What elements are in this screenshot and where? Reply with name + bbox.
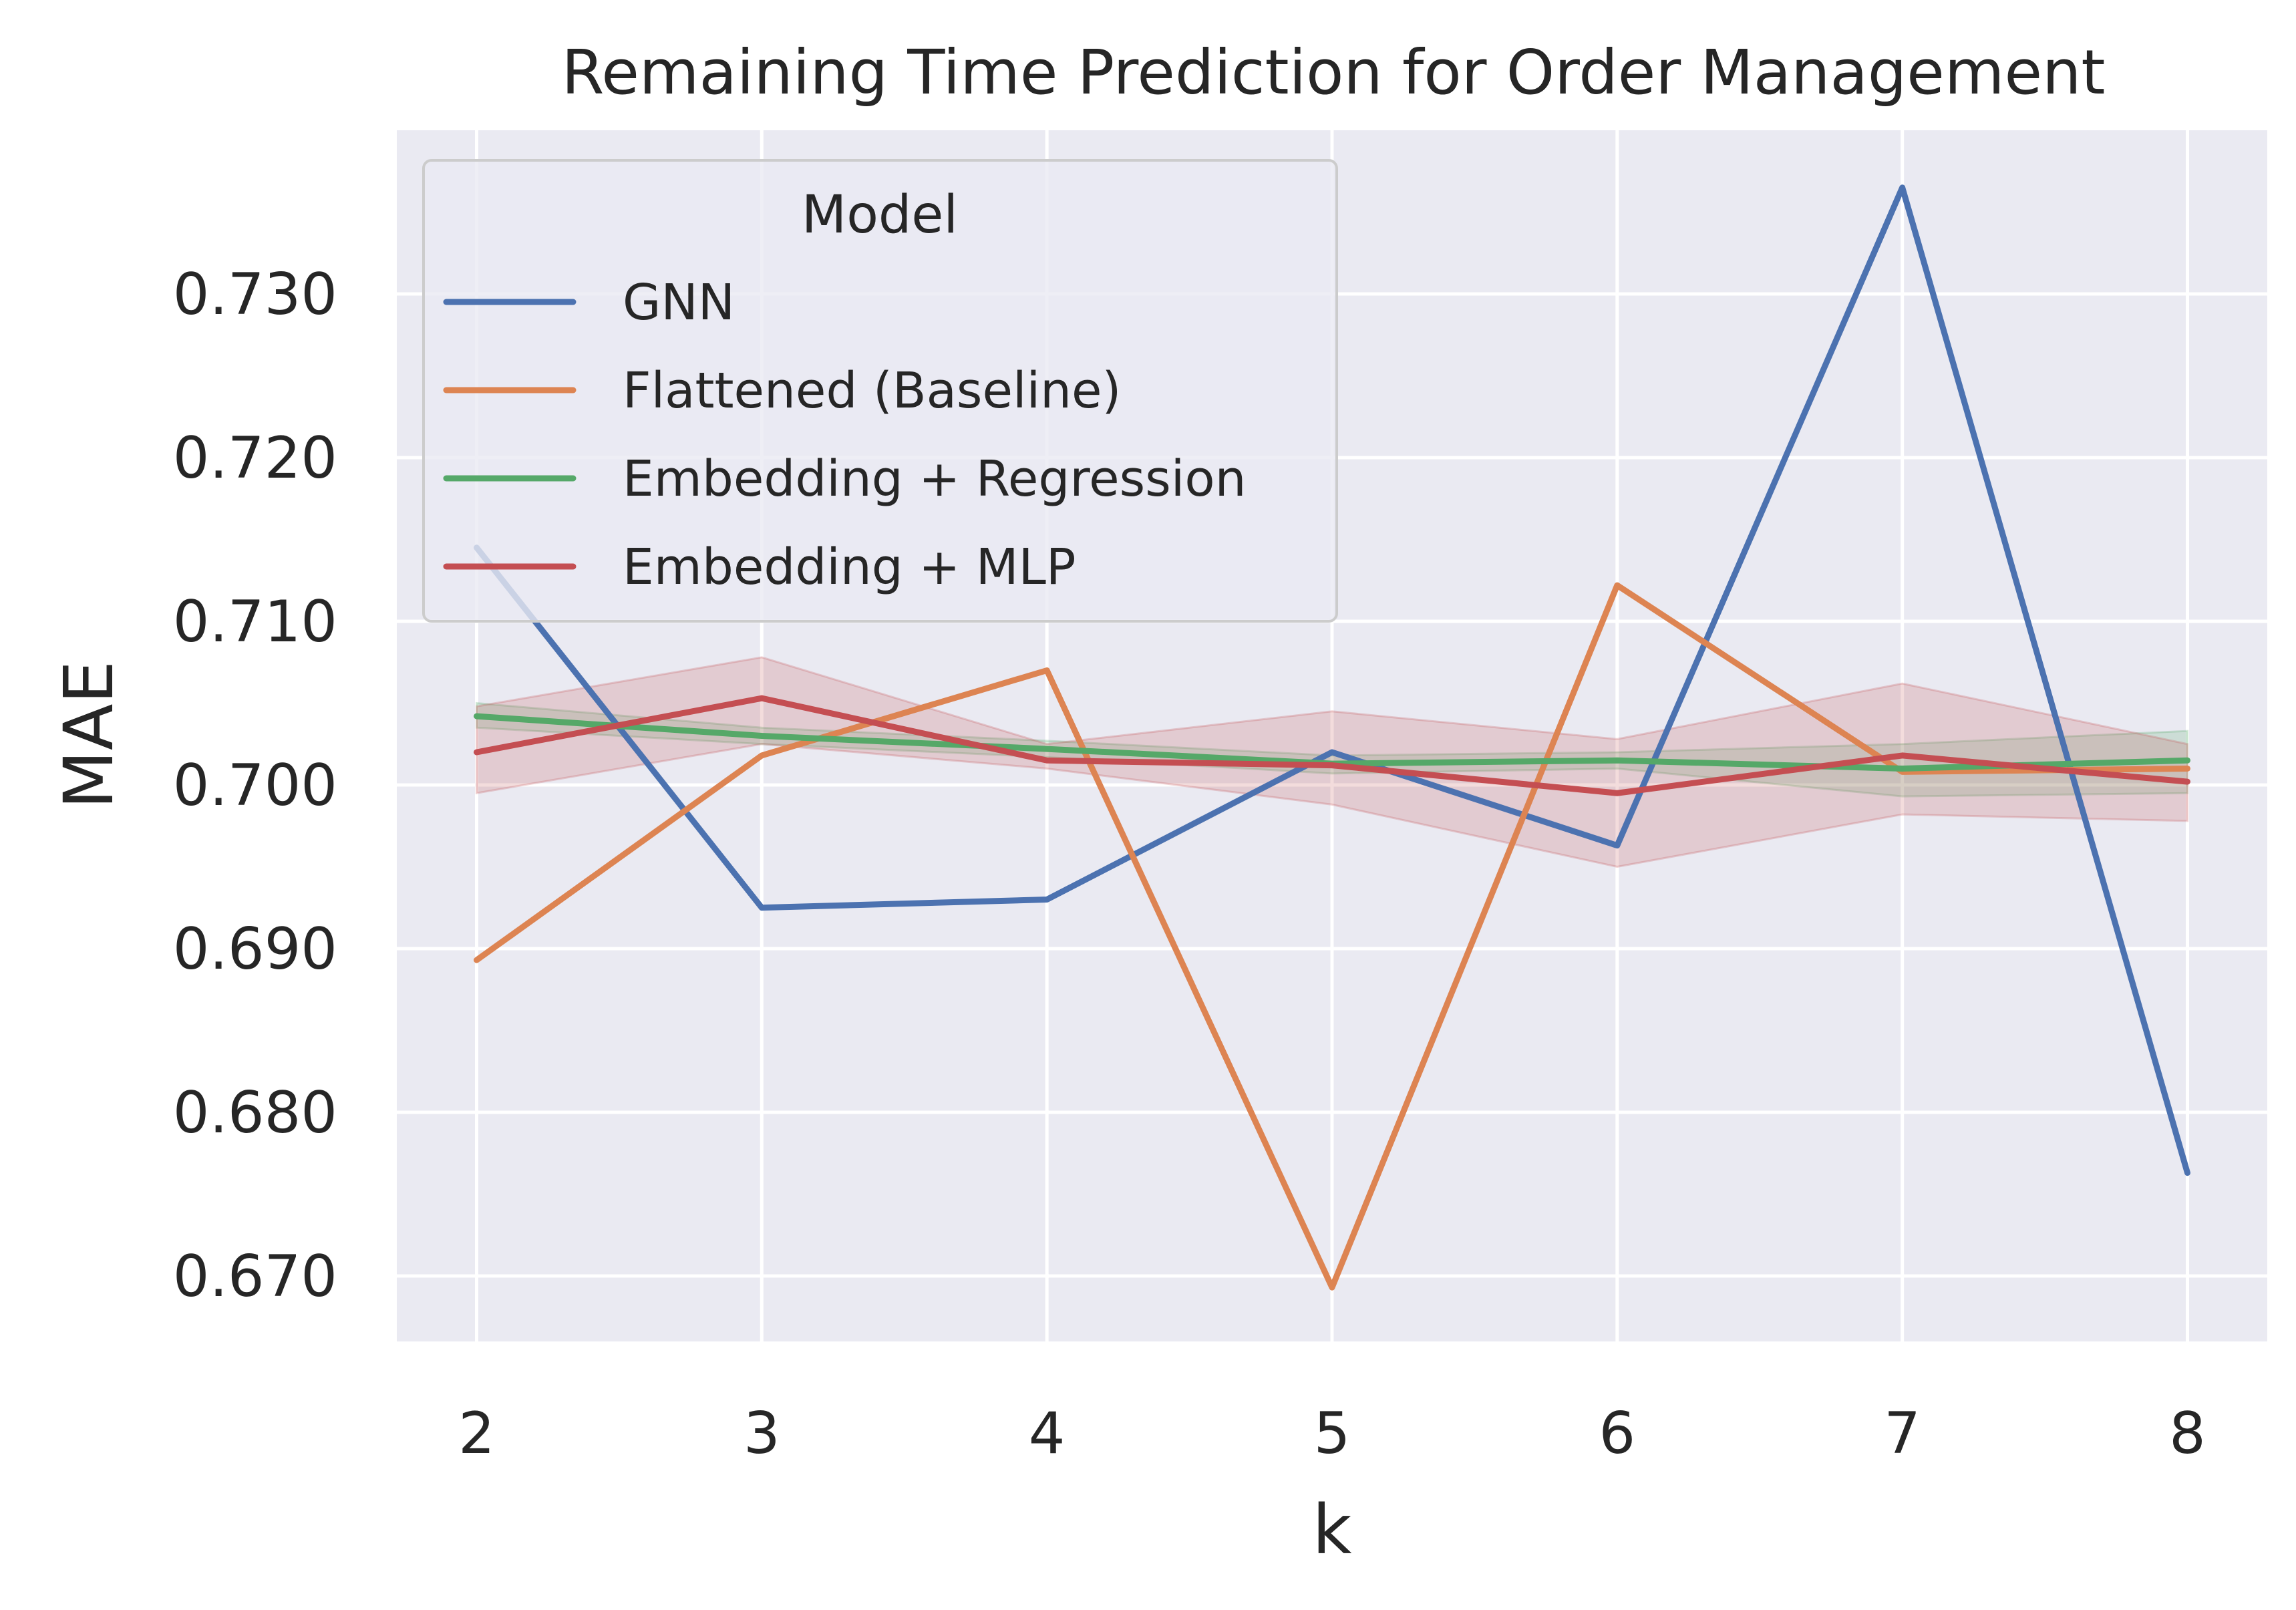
x-tick-label: 4 xyxy=(1029,1400,1065,1467)
x-axis-label: k xyxy=(1312,1490,1351,1570)
y-tick-label: 0.700 xyxy=(173,752,337,819)
y-tick-label: 0.720 xyxy=(173,425,337,492)
x-tick-label: 3 xyxy=(744,1400,780,1467)
y-tick-labels: 0.670 0.680 0.690 0.700 0.710 0.720 0.730 xyxy=(173,261,337,1310)
y-tick-label: 0.670 xyxy=(173,1243,337,1310)
legend-label-gnn: GNN xyxy=(623,274,735,331)
y-tick-label: 0.730 xyxy=(173,261,337,328)
chart-title: Remaining Time Prediction for Order Mana… xyxy=(562,37,2106,108)
series-lines xyxy=(474,184,2190,1291)
legend-label-flattened-baseline: Flattened (Baseline) xyxy=(623,362,1121,420)
x-tick-label: 2 xyxy=(458,1400,495,1467)
y-axis-label: MAE xyxy=(49,661,129,809)
x-tick-label: 8 xyxy=(2169,1400,2206,1467)
legend-label-embedding-mlp: Embedding + MLP xyxy=(623,538,1076,596)
y-tick-label: 0.710 xyxy=(173,589,337,655)
x-tick-label: 5 xyxy=(1314,1400,1351,1467)
y-tick-label: 0.690 xyxy=(173,916,337,983)
x-tick-label: 7 xyxy=(1884,1400,1921,1467)
legend-title: Model xyxy=(802,185,958,245)
legend-box xyxy=(422,159,1338,623)
x-tick-label: 6 xyxy=(1599,1400,1635,1467)
y-tick-label: 0.680 xyxy=(173,1080,337,1146)
legend-label-embedding-regression: Embedding + Regression xyxy=(623,450,1247,508)
legend: Model GNN Flattened (Baseline) Embedding +… xyxy=(422,159,1338,623)
x-tick-labels: 2 3 4 5 6 7 8 xyxy=(458,1400,2206,1467)
legend-items: GNN Flattened (Baseline) Embedding + Regre… xyxy=(443,274,1247,596)
